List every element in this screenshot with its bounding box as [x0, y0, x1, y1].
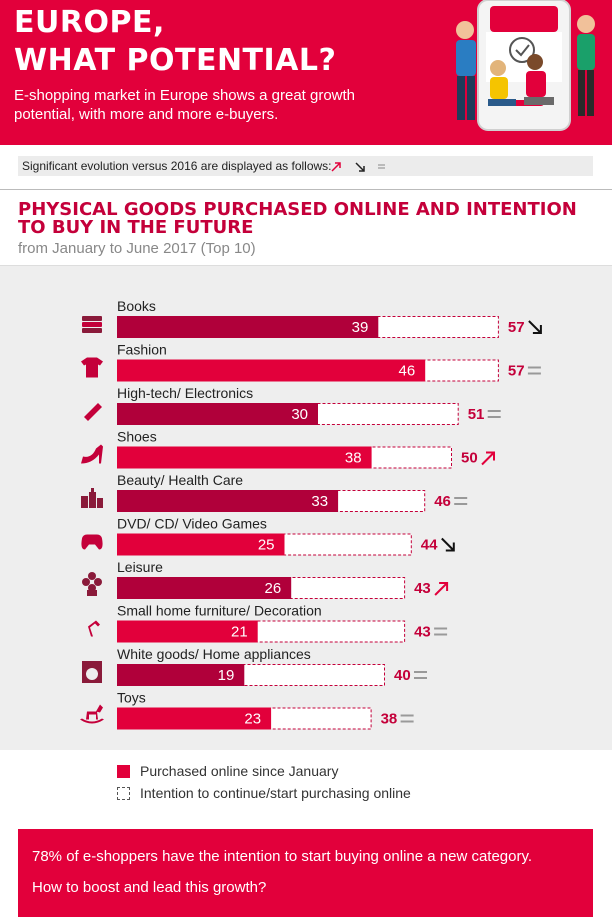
equal-icon [487, 410, 501, 418]
purchased-bar [117, 664, 245, 686]
category-label: Beauty/ Health Care [117, 472, 243, 488]
legend-label-intention: Intention to continue/start purchasing o… [140, 785, 411, 801]
purchased-value-label: 38 [345, 450, 362, 467]
equal-icon [527, 366, 541, 375]
page-title-line1: EUROPE, [14, 5, 165, 40]
intention-value-label: 38 [381, 711, 398, 728]
page-title-line2: WHAT POTENTIAL? [14, 43, 337, 78]
category-label: Leisure [117, 559, 163, 575]
books-icon [82, 316, 102, 333]
footer-text-line2: How to boost and lead this growth? [32, 879, 267, 896]
category-label: White goods/ Home appliances [117, 646, 311, 662]
equal-icon [434, 627, 448, 636]
flower-icon [82, 572, 102, 596]
purchased-value-label: 39 [352, 319, 369, 336]
intention-value-label: 46 [434, 493, 451, 510]
section-subtitle: from January to June 2017 (Top 10) [18, 240, 256, 257]
purchased-value-label: 23 [244, 711, 261, 728]
legend-swatch-purchased [117, 765, 130, 778]
lamp-icon [84, 620, 100, 639]
down-arrow-icon [528, 320, 542, 334]
divider [0, 189, 612, 190]
purchased-value-label: 19 [218, 667, 235, 684]
purchased-bar [117, 446, 372, 469]
intention-value-label: 57 [508, 363, 525, 380]
evolution-legend-bar: Significant evolution versus 2016 are di… [18, 156, 593, 176]
up-arrow-icon [331, 162, 341, 172]
purchased-value-label: 26 [265, 580, 282, 597]
washing-machine-icon [82, 661, 102, 683]
equal-icon [454, 497, 468, 505]
purchased-bar [117, 577, 292, 599]
header-banner: EUROPE, WHAT POTENTIAL? E-shopping marke… [0, 0, 612, 145]
category-label: High-tech/ Electronics [117, 385, 253, 401]
purchased-bar [117, 707, 272, 730]
up-arrow-icon [481, 451, 495, 466]
purchased-bar [117, 620, 258, 643]
intention-value-label: 43 [414, 580, 431, 597]
down-arrow-icon [441, 537, 455, 552]
category-label: Small home furniture/ Decoration [117, 603, 322, 619]
intention-value-label: 43 [414, 624, 431, 641]
category-label: DVD/ CD/ Video Games [117, 516, 267, 532]
evolution-legend-text: Significant evolution versus 2016 are di… [22, 159, 332, 173]
purchased-value-label: 21 [231, 624, 248, 641]
purchased-bar [117, 359, 426, 382]
equal-icon [414, 671, 427, 679]
purchased-value-label: 30 [291, 406, 308, 423]
shoppers-illustration [456, 0, 595, 131]
purchased-bar [117, 316, 379, 338]
equal-icon [378, 164, 385, 169]
intention-value-label: 57 [508, 319, 525, 336]
gamepad-icon [81, 534, 103, 550]
divider [0, 265, 612, 266]
purchased-bar [117, 403, 318, 425]
purchased-value-label: 25 [258, 537, 275, 554]
intention-value-label: 51 [468, 406, 485, 423]
equal-icon [400, 714, 414, 723]
perfume-icon [81, 488, 103, 508]
up-arrow-icon [434, 582, 449, 596]
usb-icon [84, 403, 102, 421]
footer-text-line1: 78% of e-shoppers have the intention to … [32, 848, 533, 865]
heel-shoe-icon [81, 444, 103, 464]
bar-chart: Books 39 57 Fashion 46 57 High-tech/ Electroni… [80, 298, 542, 730]
purchased-value-label: 46 [399, 363, 416, 380]
category-label: Toys [117, 690, 146, 706]
rocking-horse-icon [80, 704, 104, 724]
down-arrow-icon [355, 162, 365, 172]
purchased-bar [117, 490, 339, 512]
purchased-bar [117, 533, 285, 556]
purchased-value-label: 33 [311, 493, 328, 510]
footer-banner: 78% of e-shoppers have the intention to … [18, 829, 593, 917]
category-label: Shoes [117, 429, 157, 445]
tshirt-icon [81, 357, 103, 378]
intention-value-label: 50 [461, 450, 478, 467]
page-subtitle: E-shopping market in Europe shows a grea… [14, 87, 356, 123]
legend-swatch-intention [117, 787, 130, 800]
category-label: Books [117, 298, 156, 314]
intention-value-label: 40 [394, 667, 411, 684]
legend-label-purchased: Purchased online since January [140, 763, 339, 779]
intention-value-label: 44 [421, 537, 438, 554]
category-label: Fashion [117, 342, 167, 358]
section-title: PHYSICAL GOODS PURCHASED ONLINE AND INTE… [18, 199, 577, 238]
